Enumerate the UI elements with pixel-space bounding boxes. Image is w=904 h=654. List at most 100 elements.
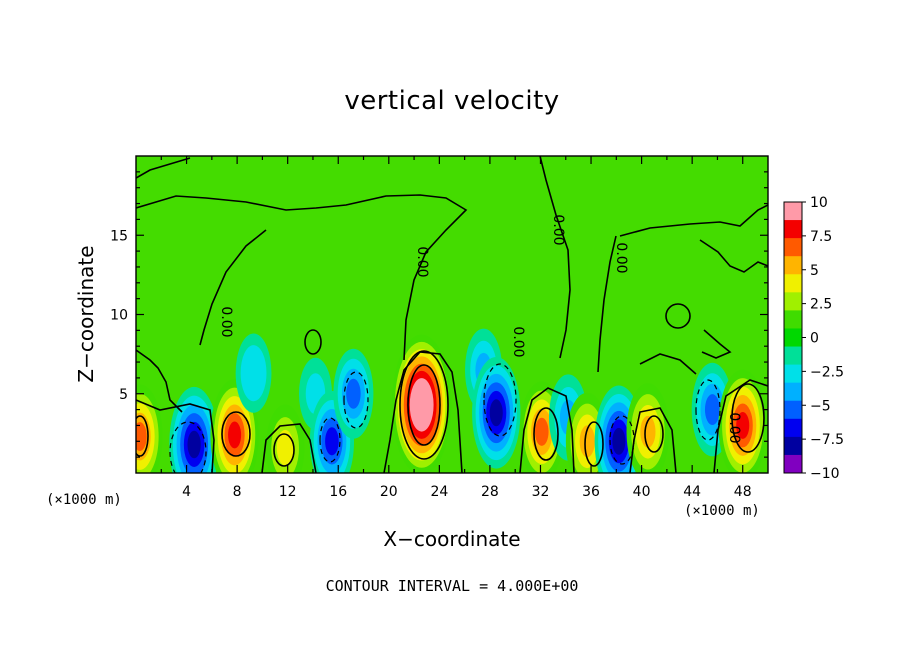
x-tick-label: 24 (430, 484, 448, 500)
contour-band (245, 356, 262, 390)
colorbar-swatch (784, 382, 802, 402)
colorbar-swatch (784, 418, 802, 438)
contour-labels: 0.00 0.00 0.00 0.00 0.00 0.00 (218, 214, 742, 443)
contour-band (187, 430, 201, 459)
contour-line (383, 351, 463, 473)
updraft-cell (210, 379, 259, 473)
x-axis-label: X−coordinate (383, 527, 521, 551)
contour-band (534, 417, 549, 446)
chart-title: vertical velocity (344, 86, 560, 116)
colorbar-swatch (784, 328, 802, 348)
contour-band (489, 399, 503, 427)
contour-band (346, 378, 361, 409)
contour-line (619, 204, 768, 237)
contour-line (713, 379, 768, 473)
colorbar-swatch (784, 436, 802, 456)
contour-line (731, 383, 765, 453)
x-tick-label: 4 (182, 484, 191, 500)
contour-line (343, 371, 369, 429)
contour-line (584, 421, 604, 467)
updraft-cell (565, 392, 609, 473)
colorbar-label: −7.5 (810, 432, 844, 448)
y-tick-label: 15 (110, 228, 128, 244)
contour-line (597, 235, 617, 373)
colorbar-swatch (784, 256, 802, 275)
axis-ticks (136, 156, 768, 473)
x-tick-label: 48 (734, 484, 752, 500)
colorbar-label: 5 (810, 263, 819, 279)
zero-contours (136, 156, 768, 473)
colorbar-swatch (784, 400, 802, 420)
x-unit-label-left: (×1000 m) (46, 492, 122, 508)
contour-line (261, 423, 317, 473)
contour-band (136, 422, 147, 451)
downdraft-cell (333, 348, 374, 439)
colorbar-label: −10 (810, 466, 840, 482)
contour-band (704, 394, 720, 426)
contour-value-label: 0.00 (613, 242, 629, 273)
colorbar-label: 0 (810, 331, 819, 347)
contour-line (136, 415, 149, 457)
contour-line (136, 194, 468, 361)
contour-value-label: 0.00 (218, 306, 234, 337)
x-tick-label: 28 (481, 484, 499, 500)
contour-value-label: 0.00 (726, 412, 742, 443)
y-tick-label: 5 (119, 387, 128, 403)
updraft-cell (718, 369, 767, 473)
updraft-cell (265, 404, 305, 473)
contour-line (136, 349, 183, 413)
colorbar-swatch (784, 274, 802, 293)
contour-band (612, 427, 626, 455)
x-tick-label: 12 (279, 484, 297, 500)
contour-band (736, 411, 750, 439)
contour-value-label: 0.00 (550, 214, 566, 245)
contour-line (701, 329, 732, 359)
downdraft-cell (235, 333, 272, 413)
colorbar-swatch (784, 310, 802, 329)
x-unit-label-right: (×1000 m) (684, 503, 760, 519)
y-tick-label: 10 (110, 308, 128, 324)
downdraft-cell (472, 356, 521, 469)
contour-band (640, 415, 656, 448)
contour-band (325, 427, 339, 456)
contour-value-label: 0.00 (414, 246, 430, 277)
colorbar-label: 10 (810, 195, 828, 211)
contour-line (533, 407, 559, 461)
y-axis-label: Z−coordinate (74, 245, 98, 383)
contour-band (228, 421, 242, 449)
x-tick-label: 36 (582, 484, 600, 500)
colorbar-swatch (784, 364, 802, 384)
contour-line (665, 303, 691, 329)
colorbar-swatch (784, 454, 802, 474)
contour-band (415, 392, 428, 418)
contour-line (699, 239, 768, 273)
velocity-field (136, 156, 768, 473)
contour-line (644, 415, 664, 453)
colorbar-label: 2.5 (810, 297, 832, 313)
contour-line (399, 350, 449, 460)
downdraft-cell (169, 386, 220, 473)
contour-line (483, 363, 517, 437)
contour-line (695, 379, 721, 441)
colorbar-label: −5 (810, 398, 831, 414)
contour-line (199, 229, 267, 346)
contour-value-label: 0.00 (510, 326, 526, 357)
colorbar: 10 7.5 5 2.5 0 −2.5 −5 −7.5 −10 (783, 195, 844, 482)
colorbar-label: 7.5 (810, 229, 832, 245)
x-tick-label: 20 (380, 484, 398, 500)
x-tick-label: 44 (683, 484, 701, 500)
colorbar-swatch (784, 346, 802, 366)
contour-line (273, 433, 295, 467)
contour-line (407, 364, 441, 446)
contour-line (169, 421, 207, 473)
colorbar-swatch (784, 238, 802, 257)
contour-line (639, 353, 697, 375)
contour-line (629, 407, 677, 473)
contour-interval-text: CONTOUR INTERVAL = 4.000E+00 (325, 577, 579, 595)
colorbar-swatch (784, 292, 802, 311)
x-tick-label: 40 (633, 484, 651, 500)
x-tick-label: 16 (329, 484, 347, 500)
x-tick-label: 32 (532, 484, 550, 500)
